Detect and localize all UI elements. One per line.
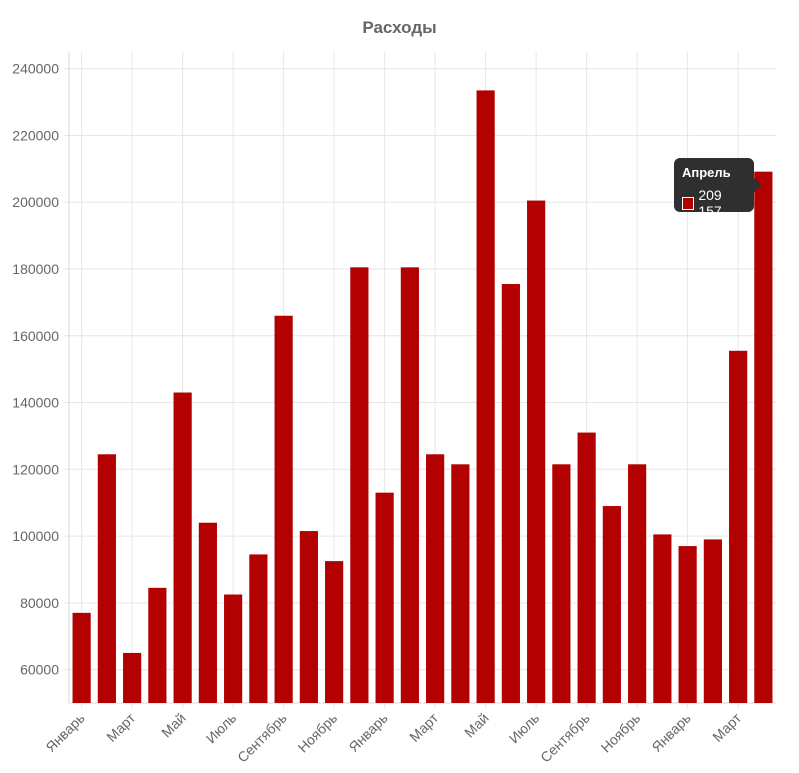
bar <box>501 284 520 703</box>
x-tick-label: Июль <box>203 710 240 747</box>
bar <box>552 464 571 703</box>
bar <box>602 506 621 703</box>
bar <box>97 454 116 703</box>
bar <box>577 432 596 703</box>
chart-tooltip: Апрель 209 157 <box>674 158 762 219</box>
x-tick-label: Ноябрь <box>295 710 341 756</box>
x-tick-label: Июль <box>506 710 543 747</box>
bar <box>299 531 318 703</box>
x-tick-label: Сентябрь <box>537 710 593 766</box>
bar <box>426 454 445 703</box>
y-tick-label: 120000 <box>12 461 59 477</box>
bar <box>198 522 217 703</box>
bar <box>729 350 748 703</box>
bar <box>274 315 293 703</box>
bar <box>476 90 495 703</box>
bar <box>527 200 546 704</box>
x-tick-label: Сентябрь <box>234 710 290 766</box>
y-tick-label: 200000 <box>12 194 59 210</box>
bar <box>754 171 773 704</box>
x-tick-label: Январь <box>42 710 87 755</box>
x-tick-label: Май <box>158 710 189 741</box>
bar <box>653 534 672 703</box>
x-tick-label: Май <box>461 710 492 741</box>
bar <box>400 267 419 703</box>
y-tick-label: 180000 <box>12 261 59 277</box>
bar <box>375 492 394 703</box>
y-tick-label: 100000 <box>12 528 59 544</box>
y-tick-label: 140000 <box>12 395 59 411</box>
x-tick-label: Март <box>406 709 441 744</box>
bar <box>325 561 344 703</box>
tooltip-value: 209 157 <box>698 187 722 219</box>
bar <box>249 554 268 703</box>
y-tick-label: 240000 <box>12 61 59 77</box>
bar <box>703 539 722 703</box>
bar <box>173 392 192 703</box>
x-tick-label: Январь <box>648 710 693 755</box>
x-tick-label: Март <box>709 709 744 744</box>
bar <box>451 464 470 703</box>
tooltip-swatch <box>682 196 695 210</box>
chart-title: Расходы <box>362 18 437 37</box>
y-tick-label: 80000 <box>20 595 59 611</box>
y-tick-label: 60000 <box>20 662 59 678</box>
bar <box>224 594 243 703</box>
x-tick-label: Январь <box>345 710 390 755</box>
bar <box>72 612 91 703</box>
bar <box>628 464 647 703</box>
x-tick-label: Март <box>103 709 138 744</box>
bar <box>123 652 142 703</box>
bar <box>350 267 369 703</box>
bar <box>678 546 697 703</box>
y-tick-label: 160000 <box>12 328 59 344</box>
bar <box>148 587 167 703</box>
x-tick-label: Ноябрь <box>598 710 644 756</box>
tooltip-title: Апрель <box>682 165 731 180</box>
tooltip-row: 209 157 <box>682 187 746 219</box>
y-tick-label: 220000 <box>12 127 59 143</box>
